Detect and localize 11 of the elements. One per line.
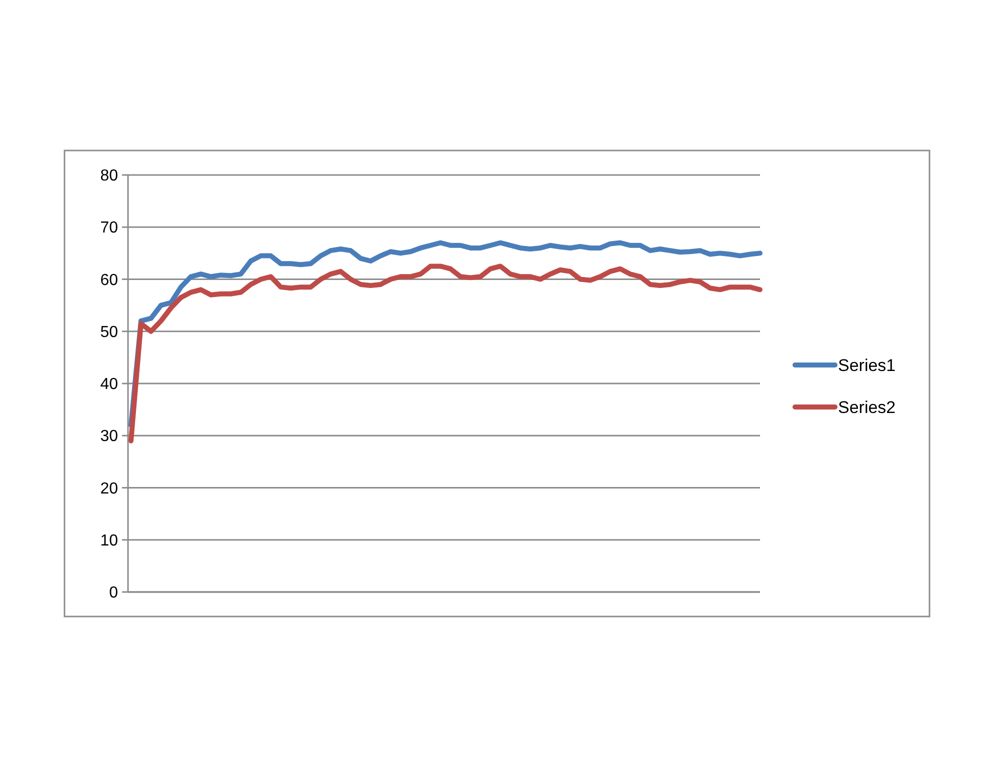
- y-tick-label: 80: [100, 168, 118, 185]
- y-tick-label: 70: [100, 220, 118, 237]
- y-tick-label: 0: [109, 584, 118, 602]
- y-tick-label: 60: [100, 272, 118, 289]
- legend-label: Series1: [838, 356, 896, 375]
- y-tick-label: 20: [100, 480, 118, 498]
- legend-label: Series2: [838, 398, 896, 417]
- y-tick-label: 50: [100, 324, 118, 341]
- y-tick-label: 40: [100, 376, 118, 394]
- y-tick-label: 30: [100, 428, 118, 446]
- y-tick-label: 10: [100, 532, 118, 550]
